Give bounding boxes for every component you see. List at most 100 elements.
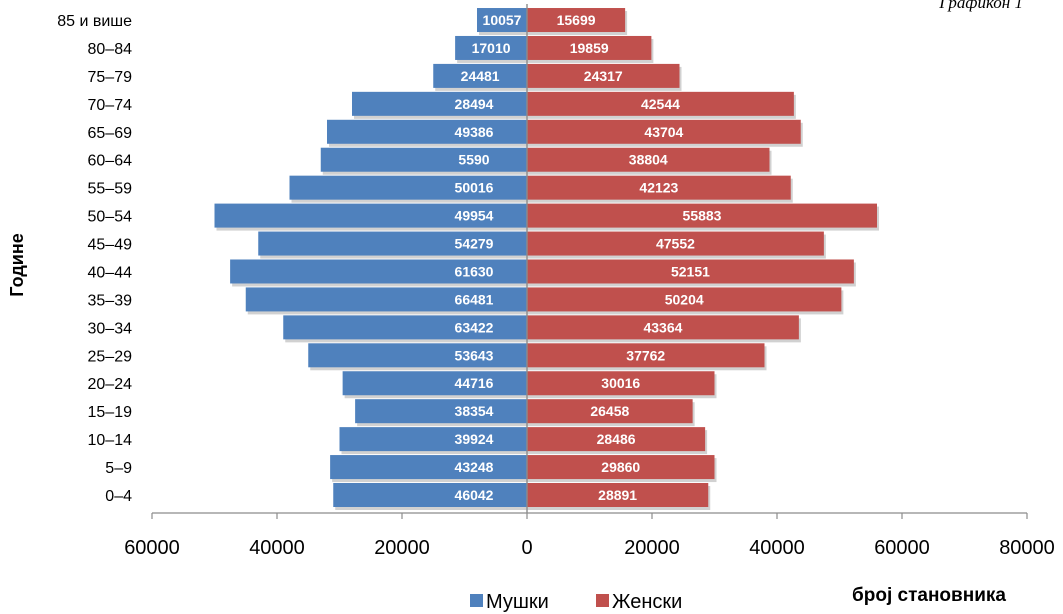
female-legend-swatch <box>596 594 609 607</box>
female-bar <box>527 343 765 368</box>
y-axis-title: Године <box>7 233 27 296</box>
female-bar <box>527 483 709 507</box>
figure-caption: Графикон 1 <box>939 0 1023 12</box>
female-bar <box>527 287 842 312</box>
y-tick-labels: 0–4 5–9 10–14 15–19 20–24 25–29 30–34 35–39 40–4… <box>57 13 132 505</box>
male-data-label: 54279 <box>455 236 494 252</box>
female-bar <box>527 175 791 200</box>
male-data-label: 5590 <box>458 152 489 168</box>
male-data-label: 49386 <box>455 124 494 140</box>
male-legend-swatch <box>470 594 483 607</box>
female-bar <box>527 231 824 256</box>
male-data-label: 66481 <box>455 291 494 307</box>
male-data-label: 24481 <box>461 68 500 84</box>
male-data-label: 28494 <box>455 96 494 112</box>
male-bar <box>333 483 527 507</box>
female-data-label: 37762 <box>626 347 665 363</box>
female-data-label: 28891 <box>598 487 637 503</box>
male-data-label: 50016 <box>455 180 494 196</box>
x-tick-label: 40000 <box>749 537 805 559</box>
female-data-label: 55883 <box>683 208 722 224</box>
male-bar <box>308 343 527 368</box>
female-data-label: 47552 <box>656 236 695 252</box>
male-bar <box>355 399 527 424</box>
male-bar <box>327 119 527 144</box>
male-bar <box>320 147 527 172</box>
male-data-label: 53643 <box>455 347 494 363</box>
female-bar <box>527 371 715 396</box>
female-data-label: 43364 <box>643 319 682 335</box>
y-tick-label: 85 и више <box>57 13 132 30</box>
y-tick-label: 70–74 <box>88 97 133 114</box>
y-tick-label: 10–14 <box>88 432 133 449</box>
female-data-label: 52151 <box>671 263 710 279</box>
male-bar <box>214 203 527 228</box>
male-bar <box>342 371 527 396</box>
y-tick-label: 55–59 <box>88 181 133 198</box>
y-tick-label: 25–29 <box>88 348 133 365</box>
female-bar <box>527 203 877 228</box>
y-tick-label: 0–4 <box>105 488 132 505</box>
female-bar <box>527 147 770 172</box>
female-bar <box>527 63 680 88</box>
male-data-label: 10057 <box>483 12 522 28</box>
female-bar <box>527 8 626 33</box>
male-bar <box>245 287 527 312</box>
male-data-label: 38354 <box>455 403 494 419</box>
female-data-label: 19859 <box>570 40 609 56</box>
x-tick-label: 20000 <box>624 537 680 559</box>
y-tick-label: 35–39 <box>88 292 133 309</box>
female-data-label: 42123 <box>639 180 678 196</box>
female-data-label: 29860 <box>601 459 640 475</box>
male-bar <box>230 259 527 284</box>
male-bar <box>289 175 527 200</box>
female-bar <box>527 455 715 480</box>
y-tick-label: 60–64 <box>88 153 133 170</box>
female-bar <box>527 315 799 340</box>
y-tick-label: 65–69 <box>88 125 133 142</box>
male-legend-label: Мушки <box>486 591 549 613</box>
x-tick-label: 80000 <box>999 537 1055 559</box>
x-tick-label: 20000 <box>374 537 430 559</box>
female-data-label: 26458 <box>590 403 629 419</box>
x-tick-label: 40000 <box>249 537 305 559</box>
female-data-label: 38804 <box>629 152 668 168</box>
female-data-label: 50204 <box>665 291 704 307</box>
female-bar <box>527 119 801 144</box>
male-bar <box>352 91 527 116</box>
female-bar <box>527 259 854 284</box>
y-tick-label: 80–84 <box>88 41 133 58</box>
female-data-label: 43704 <box>644 124 683 140</box>
female-bar <box>527 427 706 452</box>
male-data-label: 63422 <box>455 319 494 335</box>
y-tick-label: 40–44 <box>88 264 133 281</box>
male-bar <box>283 315 527 340</box>
y-tick-label: 30–34 <box>88 320 133 337</box>
female-data-label: 15699 <box>557 12 596 28</box>
female-bar <box>527 35 652 60</box>
male-data-label: 46042 <box>455 487 494 503</box>
y-tick-label: 75–79 <box>88 69 133 86</box>
male-bar <box>339 427 527 452</box>
x-tick-label: 0 <box>521 537 532 559</box>
female-legend-label: Женски <box>612 591 682 613</box>
male-data-label: 61630 <box>455 263 494 279</box>
male-data-label: 39924 <box>455 431 494 447</box>
y-tick-label: 5–9 <box>105 460 132 477</box>
bars <box>214 8 877 507</box>
x-tick-label: 60000 <box>124 537 180 559</box>
male-bar <box>455 35 527 60</box>
male-data-label: 43248 <box>455 459 494 475</box>
x-axis: 60000 40000 20000 0 20000 40000 60000 80000 <box>124 4 1055 559</box>
female-data-label: 24317 <box>584 68 623 84</box>
y-tick-label: 50–54 <box>88 209 133 226</box>
male-data-label: 49954 <box>455 208 494 224</box>
y-tick-label: 15–19 <box>88 404 133 421</box>
data-labels: 46042 28891 43248 29860 39924 28486 38354 26458… <box>455 12 722 503</box>
male-bar <box>433 63 527 88</box>
female-bar <box>527 399 693 424</box>
male-data-label: 17010 <box>472 40 511 56</box>
male-bar <box>330 455 527 480</box>
x-tick-label: 60000 <box>874 537 930 559</box>
